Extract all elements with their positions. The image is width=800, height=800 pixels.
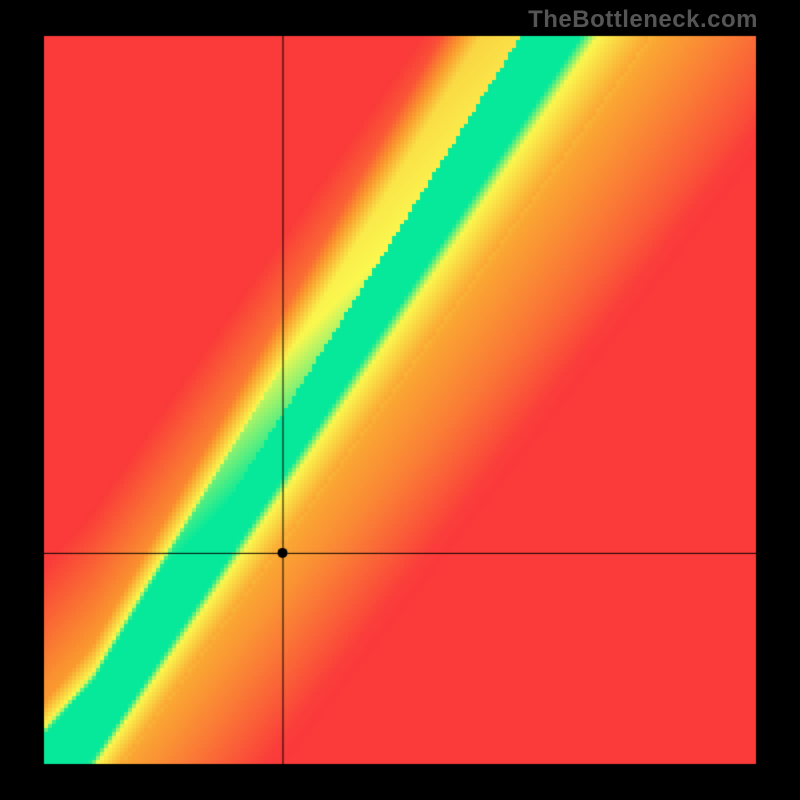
heatmap-canvas <box>0 0 800 800</box>
chart-container: TheBottleneck.com <box>0 0 800 800</box>
watermark: TheBottleneck.com <box>528 6 758 34</box>
